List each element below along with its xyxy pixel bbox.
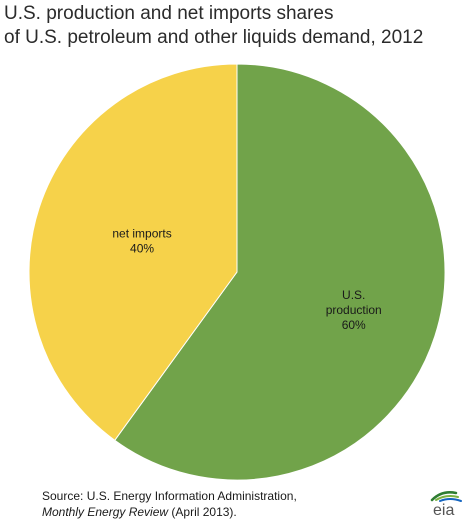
pie-slice-label-1: net imports 40% [112, 227, 171, 256]
pie-slice-value-0: 60% [342, 318, 366, 332]
pie-slice-value-1: 40% [130, 242, 154, 256]
eia-logo-arc-blue [439, 498, 462, 502]
pie-slice-name-0: U.S. [342, 288, 365, 302]
source-publication: Monthly Energy Review [42, 505, 169, 519]
eia-logo-text: eia [433, 502, 454, 518]
pie-slice-name-0: production [326, 303, 382, 317]
chart-title-line-1: U.S. production and net imports shares [4, 3, 334, 24]
source-prefix: Source: U.S. Energy Information Administ… [42, 489, 297, 503]
chart-title-line-2: of U.S. petroleum and other liquids dema… [4, 27, 424, 48]
pie-slice-label-0: U.S. production 60% [326, 288, 382, 332]
eia-logo-arc-lightgreen [435, 495, 459, 501]
source-suffix: (April 2013). [168, 505, 237, 519]
pie-slice-name-1: net imports [112, 227, 171, 241]
chart-title: U.S. production and net imports shares o… [4, 2, 423, 50]
source-note: Source: U.S. Energy Information Administ… [42, 488, 297, 520]
pie-slice-0 [114, 63, 446, 481]
eia-logo-arc-green [430, 491, 458, 502]
eia-logo-icon: eia [430, 491, 462, 518]
pie-slice-1 [28, 63, 238, 441]
